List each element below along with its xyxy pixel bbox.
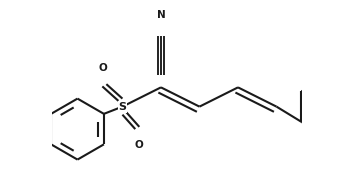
Text: O: O <box>99 63 108 73</box>
Text: S: S <box>119 102 126 112</box>
Text: N: N <box>156 10 165 20</box>
Text: O: O <box>134 140 143 150</box>
